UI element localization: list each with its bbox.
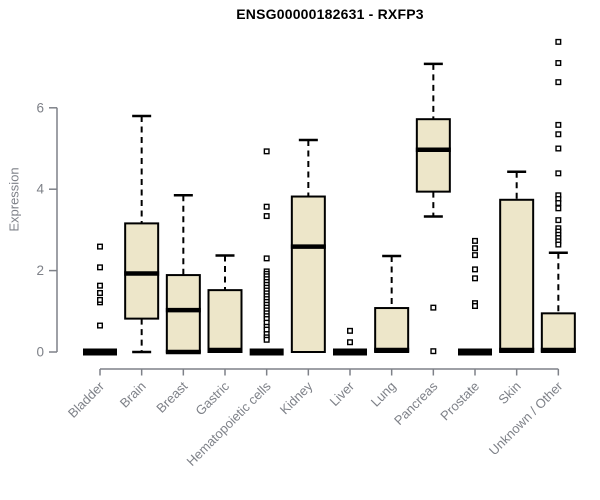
x-tick-label: Bladder — [65, 378, 108, 421]
box-gastric — [207, 254, 243, 353]
outlier-point — [96, 282, 103, 289]
collapsed-box-bar — [458, 348, 493, 356]
box-rect — [374, 307, 410, 354]
x-tick-label: Liver — [327, 378, 358, 409]
outlier-point — [472, 252, 479, 259]
box-rect — [290, 195, 326, 353]
outlier-point — [472, 275, 479, 282]
x-tick-label: Kidney — [277, 378, 316, 417]
outlier-point — [96, 289, 103, 296]
outlier-point — [347, 327, 354, 334]
outlier-point — [472, 266, 479, 273]
outlier-point — [555, 145, 562, 152]
y-axis-label: Expression — [6, 167, 22, 232]
outlier-point — [263, 148, 270, 155]
box-rect — [415, 118, 451, 193]
outlier-point — [96, 322, 103, 329]
outlier-point — [555, 200, 562, 207]
box-rect — [207, 289, 243, 353]
x-tick-label: Skin — [495, 379, 523, 407]
chart-title: ENSG00000182631 - RXFP3 — [236, 6, 424, 22]
box-lung — [374, 254, 410, 354]
outlier-point — [555, 131, 562, 138]
box-bladder — [83, 243, 117, 356]
x-tick-label: Pancreas — [391, 378, 441, 428]
box-kidney — [290, 138, 326, 353]
x-tick-label: Unknown / Other — [486, 378, 566, 458]
outlier-point — [263, 203, 270, 210]
box-breast — [165, 194, 201, 355]
y-tick-label: 4 — [36, 182, 44, 197]
outlier-point — [555, 60, 562, 67]
box-unknown-other — [540, 38, 576, 353]
collapsed-box-bar — [249, 348, 284, 356]
y-tick-label: 6 — [36, 100, 44, 115]
outlier-point — [555, 121, 562, 128]
y-axis: 0 2 4 6 — [36, 100, 58, 360]
outlier-point — [430, 348, 437, 355]
box-hematopoietic-cells — [249, 148, 284, 356]
outlier-point — [347, 339, 354, 346]
collapsed-box-bar — [333, 348, 368, 356]
outlier-point — [555, 170, 562, 177]
outlier-point — [555, 79, 562, 86]
y-tick-label: 2 — [36, 263, 44, 278]
collapsed-box-bar — [83, 348, 117, 356]
outlier-point — [96, 264, 103, 271]
x-tick-label: Brain — [117, 379, 149, 411]
outlier-point — [430, 304, 437, 311]
box-prostate — [458, 237, 493, 356]
outlier-point — [555, 217, 562, 224]
outlier-point — [96, 296, 103, 303]
box-rect — [540, 312, 576, 353]
outlier-point — [472, 237, 479, 244]
outlier-point — [555, 205, 562, 212]
outlier-point — [472, 245, 479, 252]
box-pancreas — [415, 62, 451, 355]
x-tick-label: Lung — [368, 379, 399, 410]
outlier-point — [472, 303, 479, 310]
box-rect — [165, 274, 201, 353]
box-rect — [124, 222, 160, 320]
x-tick-label: Breast — [153, 378, 190, 415]
outlier-point — [555, 241, 562, 248]
y-tick-label: 0 — [36, 345, 44, 360]
outlier-point — [555, 38, 562, 45]
outlier-point — [263, 255, 270, 262]
outlier-point — [96, 243, 103, 250]
box-liver — [333, 327, 368, 356]
x-tick-label: Gastric — [192, 378, 232, 418]
x-tick-label: Prostate — [437, 379, 482, 424]
box-skin — [499, 170, 535, 353]
box-brain — [124, 114, 160, 354]
outlier-point — [263, 336, 270, 343]
outlier-point — [263, 213, 270, 220]
box-rect — [499, 198, 535, 353]
